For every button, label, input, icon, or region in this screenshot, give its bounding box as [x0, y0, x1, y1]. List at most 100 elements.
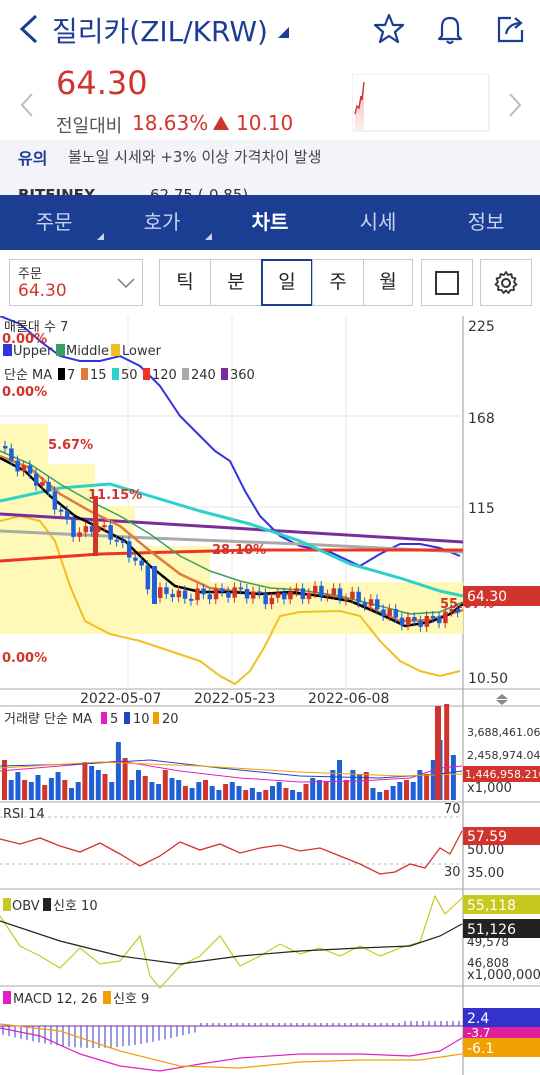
prev-chevron-icon[interactable]	[16, 90, 38, 120]
rsi-line	[0, 830, 463, 875]
period-day-button[interactable]: 일	[261, 259, 313, 306]
notice-ticker[interactable]: 유의 볼노일 시세와 +3% 이상 가격차이 발생 BITFINEX 62.75…	[0, 140, 540, 196]
vol-ma20-swatch	[153, 712, 159, 724]
candle-body	[226, 591, 231, 598]
candle-body	[145, 565, 151, 590]
ma-period-label: 15	[90, 368, 107, 383]
ma-swatch	[182, 368, 189, 380]
tab-chart[interactable]: 차트	[216, 195, 324, 250]
period-minute-button[interactable]: 분	[210, 259, 262, 306]
ma-period-label: 240	[191, 368, 216, 383]
volume-bar	[323, 782, 329, 800]
period-month-button[interactable]: 월	[363, 259, 413, 306]
notice-badge: 유의	[18, 149, 48, 168]
current-price-tag: 64.30	[463, 586, 540, 606]
candle-body	[34, 473, 39, 486]
volume-bar	[450, 755, 456, 800]
volume-bar	[115, 742, 121, 800]
chevron-down-icon	[117, 278, 135, 289]
candle-body	[152, 566, 157, 604]
rsi-chart	[0, 816, 463, 875]
macd-tag-text: -3.7	[467, 1026, 490, 1040]
macd-signal-line	[0, 1023, 463, 1069]
obv-swatch	[3, 898, 11, 911]
volume-bar	[263, 790, 269, 800]
tab-market[interactable]: 시세	[324, 195, 432, 250]
lower-label: Lower	[122, 344, 162, 359]
vol-ma10-swatch	[124, 712, 130, 724]
period-week-button[interactable]: 주	[312, 259, 364, 306]
vol-ma-label: 10	[133, 712, 150, 727]
order-select-label: 주문	[18, 267, 42, 282]
volume-bar	[270, 786, 275, 800]
volume-bar	[82, 762, 88, 800]
candle-body	[387, 609, 392, 616]
tab-order[interactable]: 주문	[0, 195, 108, 250]
next-chevron-icon[interactable]	[504, 90, 526, 120]
chart-area[interactable]: 매물대 수 7 Upper Middle Lower 단순 MA 7 15 50 12…	[0, 316, 540, 1075]
layout-toggle-button[interactable]	[421, 259, 473, 306]
scroll-handle-icon[interactable]	[496, 694, 508, 705]
share-icon[interactable]	[494, 12, 528, 46]
ma-period-label: 50	[121, 368, 138, 383]
y-tick: 35.00	[467, 866, 504, 881]
current-price: 64.30	[56, 64, 148, 102]
candle-body	[195, 588, 200, 601]
y-tick: 46,808	[467, 956, 509, 970]
obv-signal-line	[0, 920, 463, 965]
ma-legend: 단순 MA 7 15 50 120 240 360	[4, 368, 255, 383]
volume-bar	[397, 782, 403, 800]
candle-body	[220, 588, 225, 592]
volume-bar	[444, 704, 450, 800]
candle-body	[269, 597, 275, 605]
candle-body	[201, 588, 206, 595]
settings-button[interactable]	[480, 259, 532, 306]
vol-ma-label: 5	[110, 712, 118, 727]
tab-quotes[interactable]: 호가	[108, 195, 216, 250]
volume-bar	[363, 772, 369, 800]
volume-bar	[189, 788, 195, 800]
y-tick: 2,458,974.044	[467, 749, 540, 762]
tab-order-label: 주문	[35, 210, 73, 234]
star-icon[interactable]	[372, 12, 406, 46]
ma-swatch	[143, 368, 150, 380]
order-select[interactable]: 주문 64.30	[9, 259, 143, 306]
x-tick: 2022-05-23	[194, 691, 275, 707]
back-arrow-icon[interactable]	[14, 12, 44, 46]
obv-chart	[0, 894, 463, 989]
volume-bar	[430, 760, 436, 800]
dropdown-triangle-icon[interactable]	[277, 27, 291, 39]
macd-chart	[0, 1021, 463, 1072]
x-axis: 2022-05-07 2022-05-23 2022-06-08	[80, 691, 389, 707]
bollinger-upper-line	[0, 316, 461, 568]
candle-body	[331, 588, 337, 595]
volume-bar	[122, 758, 128, 800]
obv-label: OBV	[12, 899, 40, 914]
volume-bar	[249, 788, 255, 800]
main-tabs: 주문 호가 차트 시세 정보	[0, 195, 540, 250]
tab-info[interactable]: 정보	[432, 195, 540, 250]
volume-bar	[28, 782, 34, 800]
candle-body	[306, 592, 312, 600]
bell-icon[interactable]	[434, 12, 466, 46]
y-tick: 168	[468, 411, 495, 427]
ma-period-label: 120	[152, 368, 177, 383]
price-chart	[0, 316, 464, 686]
volume-bar	[310, 778, 316, 800]
volume-bar	[290, 790, 296, 800]
volume-bar	[2, 760, 7, 800]
volume-bar	[283, 788, 289, 800]
page-title[interactable]: 질리카(ZIL/KRW)	[52, 15, 268, 48]
candle-body	[65, 510, 70, 520]
volume-bar	[42, 785, 48, 800]
pct-label: 11.15%	[88, 488, 142, 503]
period-tick-button[interactable]: 틱	[159, 259, 211, 306]
chart-controls: 주문 64.30 틱 분 일 주 월	[0, 250, 540, 316]
candle-body	[356, 591, 361, 603]
price-y-axis: 225 168 115 10.50	[468, 319, 508, 687]
candle-body	[182, 590, 188, 599]
candle-body	[399, 617, 405, 626]
lower-swatch	[111, 344, 120, 356]
volume-legend: 거래량 단순 MA 5 10 20	[4, 712, 179, 727]
pct-label: 5.67%	[48, 438, 93, 453]
